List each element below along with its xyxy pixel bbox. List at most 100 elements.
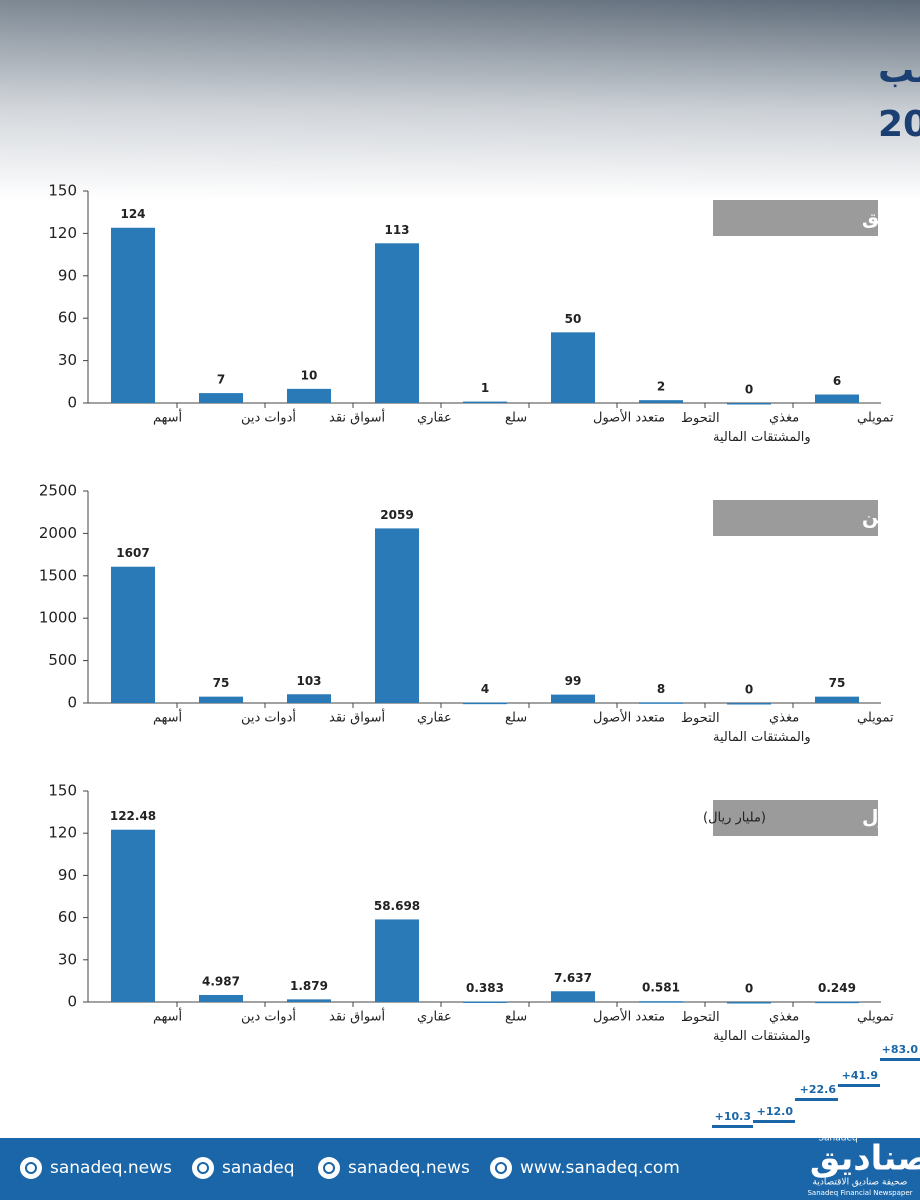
bar xyxy=(375,528,419,703)
value-label: 7.637 xyxy=(554,971,592,985)
x-tick-label: أسهم xyxy=(153,709,182,726)
bar xyxy=(287,694,331,703)
x-tick-label: التحوط والمشتقات المالية xyxy=(681,711,811,745)
x-tick-label: سلع xyxy=(505,411,527,426)
value-label: 6 xyxy=(833,374,841,388)
chart-title-box xyxy=(713,200,878,236)
x-tick-label: أسواق نقد xyxy=(329,1008,385,1025)
social-handle: www.sanadeq.com xyxy=(520,1158,680,1178)
y-tick-label: 60 xyxy=(58,309,77,327)
social-links: sanadeq.news sanadeq sanadeq.news www.sanad… xyxy=(20,1157,680,1179)
x-tick-label: تمويلي xyxy=(857,711,894,726)
bar xyxy=(727,403,771,405)
bar xyxy=(551,991,595,1002)
logo-tagline-latin: Sanadeq Financial Newspaper xyxy=(807,1189,912,1197)
social-icon-mark xyxy=(323,1162,335,1174)
stair-label: +12.0 xyxy=(757,1105,794,1118)
stair xyxy=(712,1125,753,1138)
x-tick-label: أسهم xyxy=(153,1008,182,1025)
footer-bar xyxy=(0,1138,920,1200)
social-icon-mark xyxy=(495,1162,507,1174)
x-tick-label: أسهم xyxy=(153,409,182,426)
title-line: نوع الاستثمار بنهاية الربع الثاني 2019 xyxy=(878,104,920,145)
x-tick-label: سلع xyxy=(505,711,527,726)
value-label: 0 xyxy=(745,982,753,996)
value-label: 1607 xyxy=(116,546,149,560)
x-tick-label: مغذي xyxy=(769,1010,799,1025)
bar xyxy=(375,919,419,1002)
y-tick-label: 1500 xyxy=(39,566,77,584)
value-label: 8 xyxy=(657,682,665,696)
y-tick-label: 30 xyxy=(58,950,77,968)
x-tick-label: متعدد الأصول xyxy=(593,1008,665,1025)
x-tick-label: متعدد الأصول xyxy=(593,709,665,726)
value-label: 0 xyxy=(745,383,753,397)
social-handle: sanadeq xyxy=(222,1158,295,1178)
bar xyxy=(639,1001,683,1003)
bar xyxy=(815,696,859,703)
stair-label: +22.6 xyxy=(800,1083,837,1096)
stair xyxy=(795,1098,838,1138)
y-tick-label: 0 xyxy=(67,993,77,1011)
logo-name: صناديق xyxy=(810,1139,920,1179)
stair-edge xyxy=(838,1084,880,1087)
value-label: 0.383 xyxy=(466,981,504,995)
stair-label: +83.0 xyxy=(882,1043,919,1056)
x-tick-label: التحوط والمشتقات المالية xyxy=(681,411,811,445)
bar xyxy=(199,994,243,1002)
value-label: 1.879 xyxy=(290,979,328,993)
stair-label: +10.3 xyxy=(715,1110,751,1123)
x-tick-label: التحوط والمشتقات المالية xyxy=(681,1010,811,1044)
social-icon xyxy=(490,1157,512,1179)
social-icon xyxy=(20,1157,42,1179)
chart-title: عدد المشتركين xyxy=(862,507,920,529)
x-tick-label: عقاري xyxy=(417,711,452,726)
chart-title-box xyxy=(713,500,878,536)
chart-title-box xyxy=(713,800,878,836)
bar xyxy=(551,694,595,703)
stair xyxy=(753,1120,795,1138)
y-tick-label: 0 xyxy=(67,694,77,712)
bar xyxy=(639,702,683,704)
value-label: 58.698 xyxy=(374,899,420,913)
x-tick-label: عقاري xyxy=(417,411,452,426)
bar xyxy=(287,388,331,403)
value-label: 122.48 xyxy=(110,809,156,823)
social-icon xyxy=(192,1157,214,1179)
x-tick-label: عقاري xyxy=(417,1010,452,1025)
stair-edge xyxy=(795,1098,838,1101)
x-tick-label: سلع xyxy=(505,1010,527,1025)
value-label: 1 xyxy=(481,381,489,395)
stair-label: +41.9 xyxy=(842,1069,878,1082)
social-icon-mark xyxy=(25,1162,37,1174)
value-label: 0.581 xyxy=(642,981,680,995)
x-tick-label: أدوات دين xyxy=(241,1008,296,1025)
logo-tagline: صحيفة صناديق الاقتصادية xyxy=(813,1178,908,1188)
y-tick-label: 150 xyxy=(48,182,77,200)
stair xyxy=(880,1058,920,1138)
bar xyxy=(111,227,155,403)
stair xyxy=(838,1084,880,1138)
value-label: 0 xyxy=(745,683,753,697)
social-handle: sanadeq.news xyxy=(50,1158,172,1178)
y-tick-label: 1000 xyxy=(39,609,77,627)
header-overlay xyxy=(0,0,920,200)
chart-title: قيمة الأصول xyxy=(862,806,920,829)
value-label: 2 xyxy=(657,380,665,394)
bar xyxy=(111,566,155,703)
bar xyxy=(287,999,331,1002)
stairs: +10.3 +12.0 +22.6 +41.9 +83.0 xyxy=(712,1043,920,1138)
value-label: 0.249 xyxy=(818,981,856,995)
bar xyxy=(463,702,507,705)
x-tick-label: مغذي xyxy=(769,711,799,726)
bar xyxy=(815,1001,859,1004)
stair-edge xyxy=(880,1058,920,1061)
stair-edge xyxy=(712,1125,753,1128)
bar xyxy=(815,394,859,403)
x-tick-label: متعدد الأصول xyxy=(593,409,665,426)
bar xyxy=(551,332,595,403)
value-label: 103 xyxy=(296,674,321,688)
x-tick-label: أدوات دين xyxy=(241,709,296,726)
bar xyxy=(375,243,419,403)
